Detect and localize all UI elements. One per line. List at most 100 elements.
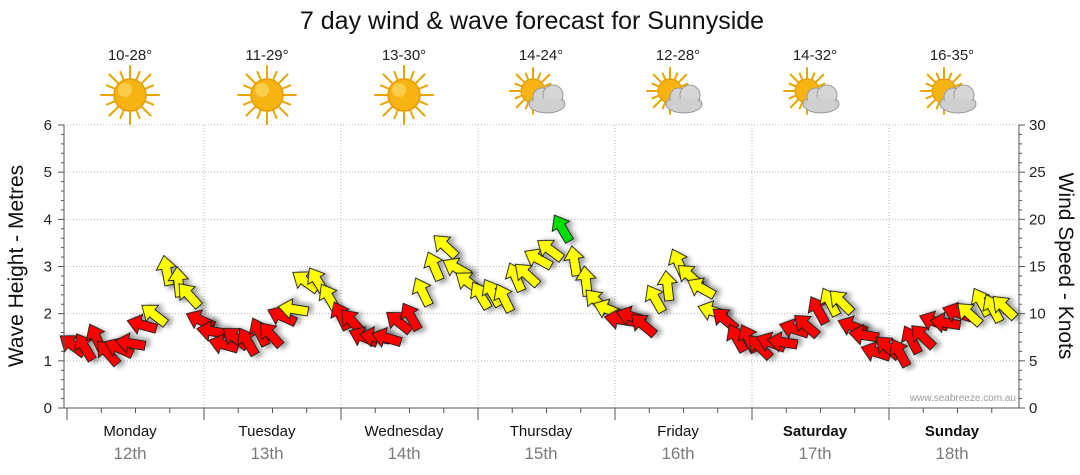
y-tick-label-right: 30	[1029, 117, 1046, 134]
day-temperature: 12-28°	[656, 47, 700, 64]
cloud-fill	[804, 98, 838, 112]
sun-ray	[515, 99, 525, 109]
day-temperature: 16-35°	[930, 47, 974, 64]
cloud-fill	[530, 98, 564, 112]
sun-ray	[925, 82, 933, 88]
sun-ray	[810, 72, 816, 80]
wind-arrow	[563, 245, 585, 277]
sun-ray	[524, 72, 530, 80]
wind-arrow	[433, 235, 460, 261]
day-name-label: Monday	[103, 423, 157, 440]
sun-ray	[514, 94, 522, 100]
sun-ray	[379, 84, 390, 90]
wind-arrow	[929, 311, 962, 334]
day-date-label: 15th	[524, 444, 557, 463]
sun-ray	[415, 73, 426, 84]
day-date-label: 13th	[250, 444, 283, 463]
sun-ray	[818, 82, 826, 88]
sun-ray	[935, 72, 941, 80]
sun-ray	[418, 84, 429, 90]
y-tick-label-right: 25	[1029, 164, 1046, 181]
sun-ray	[947, 72, 953, 80]
wind-arrow	[807, 296, 830, 326]
wind-arrow	[237, 327, 260, 358]
y-tick-label-left: 4	[44, 211, 52, 228]
sun-ray	[661, 72, 667, 80]
day-name-label: Sunday	[925, 423, 980, 440]
source-credit: www.seabreeze.com.au	[909, 393, 1016, 404]
partly-cloudy-icon	[920, 67, 977, 115]
sun-disc	[387, 78, 421, 112]
sun-ray	[135, 109, 141, 120]
sun-ray	[652, 73, 662, 83]
y-tick-label-right: 5	[1029, 353, 1037, 370]
chart-axes: 0 1 2 3 4 5 6 0 5 10 15 20 25 30	[44, 117, 1046, 420]
sun-ray	[935, 102, 941, 110]
wind-arrow	[371, 326, 403, 348]
sun-highlight	[392, 83, 406, 97]
sun-ray	[272, 70, 278, 81]
wind-arrow	[411, 277, 434, 308]
y-axis-right-label: Wind Speed - Knots	[1054, 173, 1077, 360]
sun-ray	[524, 102, 530, 110]
sun-ray	[409, 109, 415, 120]
wind-arrow	[551, 214, 575, 244]
y-tick-label-left: 2	[44, 306, 52, 323]
sun-ray	[661, 102, 667, 110]
cloud-shape	[802, 84, 840, 114]
sun-icon	[100, 65, 160, 125]
sun-ray	[515, 73, 525, 83]
sun-ray	[415, 106, 426, 117]
sun-ray	[789, 99, 799, 109]
cloud-shape	[939, 84, 977, 114]
wind-arrow	[992, 295, 1019, 322]
sun-ray	[673, 72, 679, 80]
sun-ray	[242, 100, 253, 106]
y-tick-label-left: 3	[44, 259, 52, 276]
y-tick-label-left: 5	[44, 164, 52, 181]
y-tick-label-right: 0	[1029, 400, 1037, 417]
day-date-label: 16th	[661, 444, 694, 463]
day-name-label: Friday	[657, 423, 699, 440]
sun-ray	[245, 106, 256, 117]
wind-arrow	[829, 290, 856, 317]
y-tick-label-right: 15	[1029, 259, 1046, 276]
sun-ray	[798, 102, 804, 110]
sun-disc	[250, 78, 284, 112]
sun-ray	[409, 70, 415, 81]
sun-icon	[374, 65, 434, 125]
sun-ray	[514, 82, 522, 88]
sun-ray	[788, 94, 796, 100]
wind-arrow	[687, 277, 717, 300]
sun-ray	[281, 100, 292, 106]
sun-ray	[382, 73, 393, 84]
day-date-label: 17th	[798, 444, 831, 463]
day-name-label: Wednesday	[365, 423, 444, 440]
day-name-label: Tuesday	[239, 423, 296, 440]
wind-arrow	[126, 313, 159, 335]
sun-ray	[278, 73, 289, 84]
sun-ray	[108, 106, 119, 117]
sun-ray	[379, 100, 390, 106]
sun-ray	[798, 72, 804, 80]
cloud-shape	[665, 84, 703, 114]
wind-arrow	[208, 333, 240, 355]
sun-ray	[815, 73, 825, 83]
sun-icon	[237, 65, 297, 125]
sun-ray	[393, 109, 399, 120]
y-axis-left-label: Wave Height - Metres	[5, 165, 28, 367]
y-tick-label-left: 0	[44, 400, 52, 417]
sun-ray	[256, 109, 262, 120]
sun-ray	[141, 106, 152, 117]
wind-arrow	[656, 269, 679, 302]
sun-highlight	[118, 83, 132, 97]
sun-ray	[108, 73, 119, 84]
wind-arrow	[889, 338, 912, 369]
partly-cloudy-icon	[509, 67, 566, 115]
y-tick-label-right: 20	[1029, 211, 1046, 228]
day-headers: 10-28° Monday 12th 11-29° Tuesday 13th 13-30° W…	[100, 47, 980, 463]
sun-ray	[141, 73, 152, 84]
sun-ray	[281, 84, 292, 90]
sun-ray	[652, 99, 662, 109]
wind-arrow	[178, 283, 203, 310]
